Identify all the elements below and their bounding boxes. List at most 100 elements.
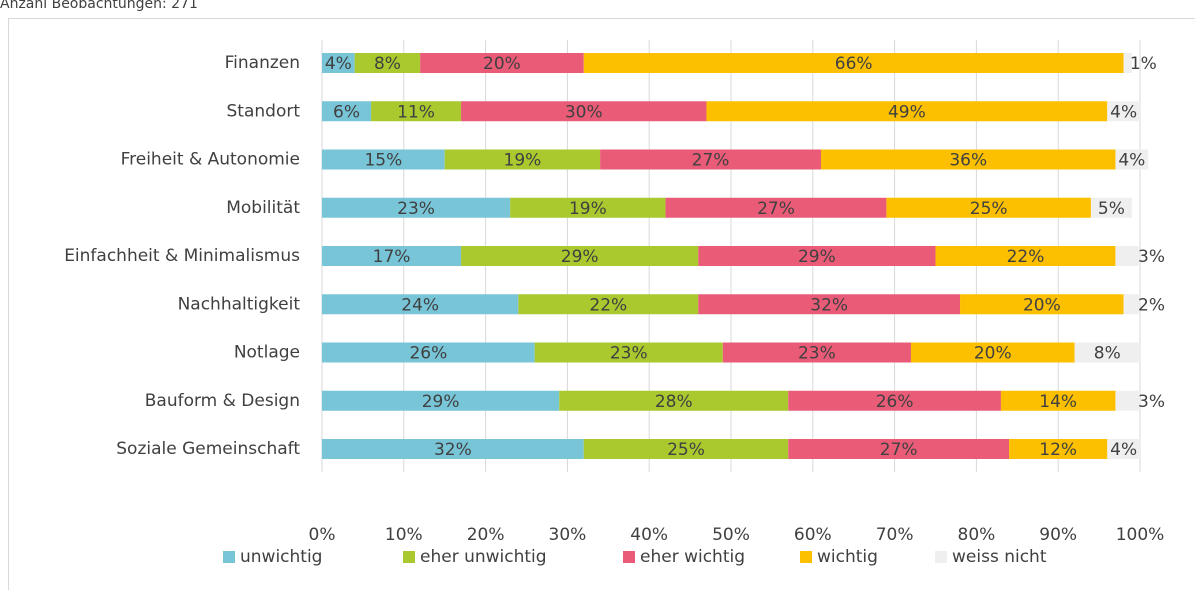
- data-label: 30%: [565, 102, 603, 122]
- bar-segment: [371, 101, 462, 122]
- data-label: 32%: [434, 440, 472, 460]
- data-label: 12%: [1039, 440, 1077, 460]
- x-tick-label: 10%: [385, 525, 423, 545]
- bar-segment: [1123, 53, 1132, 73]
- chart-title: Anzahl Beobachtungen: 271: [0, 0, 198, 12]
- x-tick-label: 70%: [876, 525, 914, 545]
- y-tick-label: Finanzen: [225, 53, 300, 73]
- data-label: 29%: [798, 247, 836, 267]
- bar-segment: [322, 101, 372, 122]
- y-tick-label: Standort: [227, 101, 301, 121]
- data-label: 11%: [397, 102, 435, 122]
- data-label: 29%: [422, 392, 460, 412]
- y-tick-label: Bauform & Design: [145, 391, 300, 411]
- bar-segment: [1115, 246, 1140, 266]
- bar-segment: [910, 342, 1075, 363]
- data-label: 17%: [373, 247, 411, 267]
- data-label: 8%: [1094, 344, 1121, 364]
- legend-label: wichtig: [817, 547, 878, 567]
- data-label: 49%: [888, 102, 926, 122]
- x-tick-label: 30%: [549, 525, 587, 545]
- bar-segment: [935, 246, 1116, 266]
- data-label: 4%: [1110, 102, 1137, 122]
- bar-segment: [322, 197, 511, 218]
- legend-swatch: [223, 551, 235, 563]
- bar-segment: [583, 439, 789, 459]
- data-label: 27%: [757, 199, 795, 219]
- bar-segment: [461, 246, 699, 266]
- y-tick-label: Notlage: [234, 343, 300, 363]
- bar-segment: [820, 149, 1116, 170]
- data-label: 19%: [504, 151, 542, 171]
- bar-segment: [788, 390, 1001, 411]
- bar-segment: [322, 246, 462, 266]
- data-label: 3%: [1138, 247, 1165, 267]
- bar-segment: [886, 197, 1091, 218]
- bar-segment: [960, 294, 1124, 315]
- y-tick-label: Freiheit & Autonomie: [121, 150, 300, 170]
- bar-segment: [1090, 197, 1132, 218]
- y-tick-label: Soziale Gemeinschaft: [116, 439, 300, 459]
- data-label: 27%: [692, 151, 730, 171]
- data-label: 23%: [397, 199, 435, 219]
- y-tick-label: Mobilität: [226, 198, 300, 218]
- bar-segment: [1009, 439, 1108, 459]
- data-label: 4%: [1110, 440, 1137, 460]
- data-label: 3%: [1138, 392, 1165, 412]
- bar-segment: [322, 149, 445, 170]
- data-label: 23%: [610, 344, 648, 364]
- x-tick-label: 100%: [1116, 525, 1165, 545]
- bar-segment: [510, 197, 666, 218]
- bar-segment: [706, 101, 1108, 122]
- bar-segment: [1123, 294, 1140, 315]
- data-label: 19%: [569, 199, 607, 219]
- bar-segment: [444, 149, 601, 170]
- data-label: 4%: [1118, 151, 1145, 171]
- x-tick-label: 50%: [712, 525, 750, 545]
- data-label: 26%: [409, 344, 447, 364]
- data-label: 5%: [1098, 199, 1125, 219]
- data-label: 28%: [655, 392, 693, 412]
- bar-segment: [600, 149, 821, 170]
- data-label: 26%: [876, 392, 914, 412]
- data-label: 1%: [1130, 54, 1157, 74]
- bar-segment: [420, 53, 584, 73]
- data-label: 20%: [1023, 295, 1061, 315]
- legend-label: eher unwichtig: [420, 547, 547, 567]
- x-tick-label: 60%: [794, 525, 832, 545]
- data-label: 4%: [325, 54, 352, 74]
- bar-segment: [322, 390, 560, 411]
- data-label: 24%: [401, 295, 439, 315]
- bar-segment: [518, 294, 699, 315]
- data-label: 36%: [949, 151, 987, 171]
- bar-segment: [322, 53, 355, 73]
- bar-segment: [1115, 149, 1149, 170]
- data-label: 15%: [364, 151, 402, 171]
- bar-segment: [322, 294, 519, 315]
- legend-swatch: [935, 551, 947, 563]
- bar-segment: [1000, 390, 1116, 411]
- bar-segment: [461, 101, 707, 122]
- data-label: 6%: [333, 102, 360, 122]
- data-label: 22%: [589, 295, 627, 315]
- bar-segment: [788, 439, 1010, 459]
- bar-segment: [698, 294, 961, 315]
- x-tick-label: 80%: [958, 525, 996, 545]
- bar-segment: [559, 390, 789, 411]
- bar-segment: [354, 53, 421, 73]
- y-tick-label: Einfachheit & Minimalismus: [64, 246, 300, 266]
- x-tick-label: 40%: [630, 525, 668, 545]
- bar-segment: [1115, 390, 1140, 411]
- data-label: 14%: [1039, 392, 1077, 412]
- y-tick-label: Nachhaltigkeit: [178, 294, 301, 314]
- data-label: 22%: [1007, 247, 1045, 267]
- data-label: 32%: [810, 295, 848, 315]
- bar-segment: [1074, 342, 1140, 363]
- legend-label: unwichtig: [240, 547, 322, 567]
- data-label: 25%: [970, 199, 1008, 219]
- data-label: 27%: [880, 440, 918, 460]
- bar-segment: [322, 342, 535, 363]
- x-tick-label: 90%: [1039, 525, 1077, 545]
- bar-segment: [322, 439, 584, 459]
